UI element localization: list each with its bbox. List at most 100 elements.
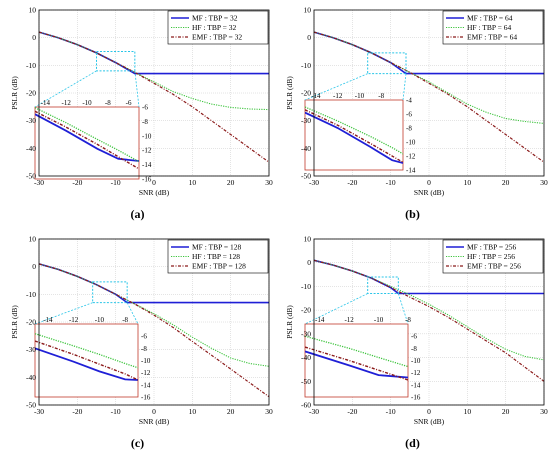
- x-axis-label: SNR (dB): [139, 188, 170, 197]
- y-tick-label: -30: [26, 116, 36, 125]
- inset-x-tick-label: -10: [82, 99, 92, 107]
- chart-panel-0: -14 -12 -10 -8 -6 -6 -8 -10 -12 -14 -16 -30 -20 -10 0 1…: [0, 0, 275, 229]
- legend: [442, 10, 544, 45]
- inset-series-line-0: [35, 113, 139, 162]
- y-tick-label: -30: [26, 345, 36, 354]
- y-tick-label: -10: [26, 61, 36, 70]
- x-tick-label: 20: [227, 407, 235, 416]
- x-tick-label: -20: [347, 407, 357, 416]
- y-tick-label: -40: [301, 144, 311, 153]
- inset-y-tick-label: -6: [142, 104, 148, 112]
- chart-svg: -14 -12 -10 -8 -6 -8 -10 -12 -14 -16 -30 -20 -10 0 10 2…: [10, 235, 273, 427]
- legend-entry: MF : TBP = 64: [467, 14, 513, 23]
- inset-series-line-1: [305, 335, 408, 368]
- x-tick-label: -20: [72, 178, 82, 187]
- inset-x-tick-label: -12: [69, 316, 79, 324]
- y-tick-label: -50: [26, 401, 36, 410]
- chart-svg: -14 -12 -10 -8 -4 -6 -8 -10 -12 -14 -30 -20 -10 0 10 20…: [285, 6, 548, 198]
- inset-series-line-0: [305, 350, 408, 379]
- y-tick-label: -50: [301, 172, 311, 181]
- chart-panel-2: -14 -12 -10 -8 -6 -8 -10 -12 -14 -16 -30 -20 -10 0 10 2…: [0, 229, 275, 458]
- panel-caption: (a): [130, 207, 145, 221]
- x-tick-label: -10: [386, 407, 396, 416]
- x-tick-label: 0: [427, 407, 431, 416]
- inset-frame: [34, 323, 139, 398]
- inset-series-line-2: [35, 110, 139, 170]
- inset-series-line-0: [35, 347, 138, 381]
- panel-caption: (c): [130, 436, 145, 450]
- inset-x-tick-label: -14: [311, 92, 321, 100]
- inset-y-tick-label: -14: [141, 381, 151, 389]
- y-tick-label: 10: [304, 235, 312, 244]
- chart-svg: -14 -12 -10 -8 -6 -8 -10 -12 -14 -16 -30 -20 -10 0 10 2…: [285, 235, 548, 427]
- inset-x-tick-label: -8: [378, 92, 384, 100]
- y-tick-label: 10: [304, 6, 312, 15]
- panel-caption: (d): [405, 436, 420, 450]
- x-tick-label: -10: [386, 178, 396, 187]
- y-tick-label: 0: [307, 33, 311, 42]
- inset-x-tick-label: -12: [344, 316, 354, 324]
- legend-entry: MF : TBP = 32: [192, 14, 238, 23]
- x-tick-label: 20: [502, 407, 510, 416]
- y-axis-label: PSLR (dB): [10, 76, 19, 110]
- x-axis-label: SNR (dB): [414, 417, 445, 426]
- x-tick-label: 20: [502, 178, 510, 187]
- inset-series-line-1: [35, 333, 138, 369]
- inset-connector: [134, 70, 140, 108]
- x-tick-label: 30: [540, 178, 548, 187]
- inset-y-tick-label: -14: [142, 161, 152, 169]
- inset-series-line-0: [305, 111, 403, 164]
- inset-y-tick-label: -6: [411, 333, 417, 341]
- inset-y-tick-label: -8: [142, 118, 148, 126]
- x-tick-label: -30: [309, 178, 319, 187]
- legend-entry: MF : TBP = 128: [192, 243, 241, 252]
- legend: [167, 10, 269, 45]
- y-tick-label: -40: [301, 353, 311, 362]
- y-tick-label: -50: [26, 172, 36, 181]
- y-tick-label: -20: [26, 318, 36, 327]
- y-tick-label: -10: [301, 61, 311, 70]
- inset-series-line-2: [35, 340, 138, 381]
- x-tick-label: -10: [111, 178, 121, 187]
- inset-y-tick-label: -12: [411, 369, 421, 377]
- inset-x-tick-label: -14: [41, 99, 51, 107]
- y-tick-label: -30: [301, 329, 311, 338]
- legend-entry: HF : TBP = 64: [467, 23, 511, 32]
- series-line-2: [313, 259, 545, 382]
- y-tick-label: -40: [26, 144, 36, 153]
- inset-y-tick-label: -6: [406, 111, 412, 119]
- y-tick-label: 10: [29, 235, 37, 244]
- inset-x-tick-label: -12: [62, 99, 72, 107]
- x-tick-label: 30: [265, 407, 273, 416]
- inset-y-tick-label: -12: [406, 153, 416, 161]
- inset-x-tick-label: -10: [355, 92, 365, 100]
- chart-panel-1: -14 -12 -10 -8 -4 -6 -8 -10 -12 -14 -30 -20 -10 0 10 20…: [275, 0, 550, 229]
- legend-entry: HF : TBP = 256: [467, 252, 515, 261]
- y-tick-label: -10: [26, 290, 36, 299]
- inset-y-tick-label: -10: [142, 132, 152, 140]
- inset-x-tick-label: -12: [333, 92, 343, 100]
- inset-x-tick-label: -10: [95, 316, 105, 324]
- inset-x-tick-label: -14: [315, 316, 325, 324]
- inset-y-tick-label: -14: [406, 167, 416, 175]
- legend-entry: EMF : TBP = 64: [467, 33, 517, 42]
- series-line-2: [38, 263, 270, 398]
- series-line-1: [38, 263, 270, 367]
- x-tick-label: -10: [111, 407, 121, 416]
- x-axis-label: SNR (dB): [414, 188, 445, 197]
- inset-y-tick-label: -16: [142, 176, 152, 184]
- inset-y-tick-label: -6: [141, 333, 147, 341]
- inset-x-tick-label: -8: [122, 316, 128, 324]
- inset-x-tick-label: -14: [43, 316, 53, 324]
- legend-entry: EMF : TBP = 32: [192, 33, 242, 42]
- inset-connector: [304, 293, 368, 325]
- inset-series-line-2: [305, 109, 403, 163]
- x-tick-label: 10: [464, 178, 472, 187]
- x-tick-label: -20: [72, 407, 82, 416]
- x-tick-label: 30: [265, 178, 273, 187]
- x-tick-label: -30: [34, 407, 44, 416]
- inset-y-tick-label: -10: [141, 357, 151, 365]
- inset-y-tick-label: -8: [406, 125, 412, 133]
- inset-connector: [402, 73, 407, 101]
